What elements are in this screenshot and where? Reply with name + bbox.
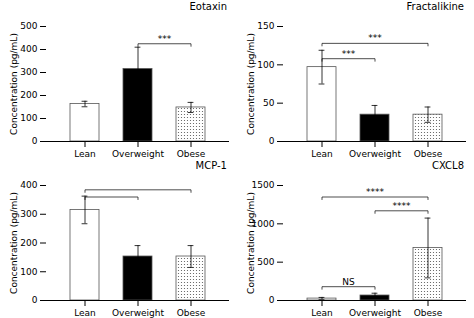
svg-text:1000: 1000 [251,218,275,229]
svg-text:Overweight: Overweight [112,308,164,318]
svg-text:Lean: Lean [74,308,96,318]
svg-text:500: 500 [257,257,274,267]
svg-text:150: 150 [257,21,274,31]
svg-text:200: 200 [20,238,37,248]
svg-text:****: **** [366,187,385,197]
svg-text:Concentration (pg/mL): Concentration (pg/mL) [246,192,256,294]
svg-text:Obese: Obese [414,149,443,159]
svg-text:Lean: Lean [311,149,333,159]
svg-text:Concentration (pg/mL): Concentration (pg/mL) [9,192,19,294]
svg-text:200: 200 [20,90,37,100]
svg-text:NS: NS [342,277,355,287]
svg-text:Overweight: Overweight [112,149,164,159]
svg-text:0: 0 [269,295,275,305]
svg-text:Concentration (pg/mL): Concentration (pg/mL) [9,33,19,135]
svg-text:Overweight: Overweight [349,149,401,159]
svg-text:400: 400 [20,180,37,190]
html-text:CXCL8: CXCL8 [432,160,464,171]
svg-text:****: **** [393,201,412,211]
svg-text:50: 50 [263,98,275,108]
svg-text:100: 100 [20,113,37,123]
svg-text:100: 100 [257,60,274,70]
svg-text:0: 0 [32,136,38,146]
svg-text:0: 0 [269,136,275,146]
svg-text:Overweight: Overweight [349,308,401,318]
svg-text:300: 300 [20,209,37,219]
html-text:Eotaxin: Eotaxin [189,1,227,12]
svg-text:1500: 1500 [252,180,275,190]
svg-text:***: *** [158,34,172,44]
svg-text:500: 500 [20,21,37,31]
svg-text:400: 400 [20,44,37,54]
svg-text:Lean: Lean [311,308,333,318]
svg-text:300: 300 [20,67,37,77]
svg-text:Obese: Obese [414,308,443,318]
svg-text:Lean: Lean [74,149,96,159]
svg-text:***: *** [342,49,356,59]
svg-text:***: *** [368,33,382,43]
svg-text:Obese: Obese [177,149,206,159]
html-text:Fractalikine: Fractalikine [406,1,464,12]
html-text:MCP-1: MCP-1 [195,160,227,171]
svg-text:Concentration (pg/mL): Concentration (pg/mL) [246,33,256,135]
svg-text:Obese: Obese [177,308,206,318]
svg-text:100: 100 [20,267,37,277]
svg-text:0: 0 [32,295,38,305]
